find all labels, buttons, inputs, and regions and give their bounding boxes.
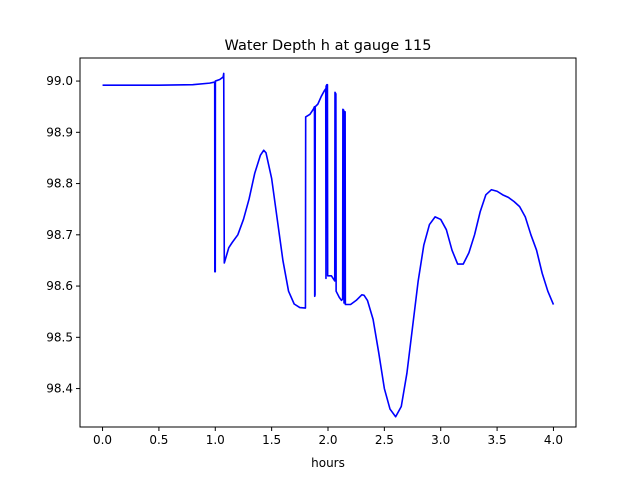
y-tick-label: 98.4 [46,382,73,396]
y-tick-label: 98.7 [46,228,73,242]
y-tick-label: 98.5 [46,330,73,344]
x-tick-label: 3.5 [488,433,507,447]
x-axis-label: hours [311,456,345,470]
x-tick-label: 4.0 [544,433,563,447]
y-tick-label: 98.9 [46,125,73,139]
x-tick-label: 1.5 [262,433,281,447]
x-tick-label: 0.0 [93,433,112,447]
chart-title: Water Depth h at gauge 115 [225,38,432,54]
y-tick-label: 99.0 [46,74,73,88]
y-tick-label: 98.6 [46,279,73,293]
y-axis: 98.4 98.5 98.6 98.7 98.8 98.9 99.0 [46,74,80,396]
y-tick-label: 98.8 [46,177,73,191]
x-tick-label: 2.5 [375,433,394,447]
x-tick-label: 2.0 [318,433,337,447]
x-axis: 0.0 0.5 1.0 1.5 2.0 2.5 3.0 3.5 4.0 [93,427,563,447]
series-line [102,72,555,418]
x-tick-label: 1.0 [206,433,225,447]
x-tick-label: 0.5 [149,433,168,447]
plot-area [102,72,555,418]
x-tick-label: 3.0 [431,433,450,447]
